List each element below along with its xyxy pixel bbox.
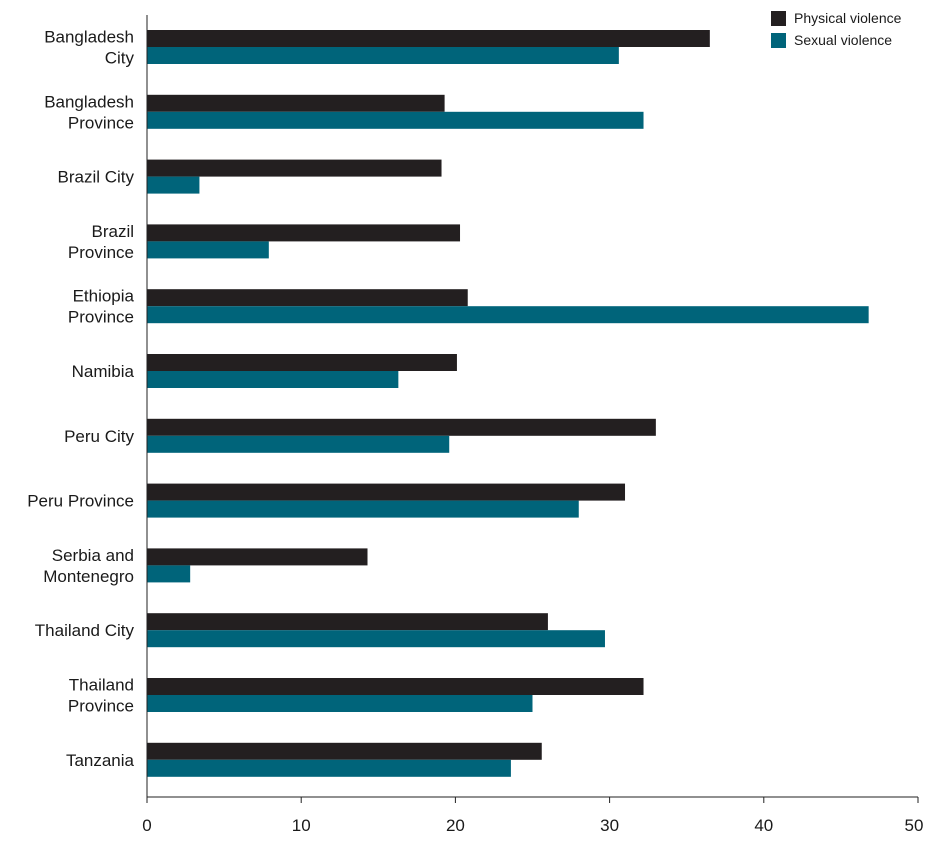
bars-group — [147, 30, 869, 777]
category-label: Province — [68, 697, 134, 716]
bar-sexual-4 — [147, 306, 869, 324]
x-tick-label: 50 — [905, 816, 924, 835]
category-label: Montenegro — [43, 567, 134, 586]
bar-physical-2 — [147, 159, 442, 177]
bar-physical-6 — [147, 418, 656, 436]
category-label: Brazil City — [57, 168, 134, 187]
category-label: Province — [68, 243, 134, 262]
bar-sexual-5 — [147, 371, 399, 388]
x-tick-label: 30 — [600, 816, 619, 835]
category-label: Thailand City — [35, 621, 135, 640]
category-label: Bangladesh — [44, 28, 134, 47]
category-label: Brazil — [91, 222, 134, 241]
bar-sexual-1 — [147, 111, 644, 129]
bar-sexual-8 — [147, 565, 191, 583]
bar-physical-9 — [147, 613, 548, 631]
bar-sexual-2 — [147, 176, 200, 194]
bar-physical-7 — [147, 483, 626, 501]
legend-swatch-physical — [771, 11, 786, 26]
bar-physical-8 — [147, 548, 368, 566]
bar-physical-4 — [147, 289, 468, 307]
category-label: Peru Province — [27, 492, 134, 511]
x-tick-label: 10 — [292, 816, 311, 835]
legend: Physical violence Sexual violence — [771, 10, 902, 48]
legend-label-physical: Physical violence — [794, 10, 902, 26]
category-label: Tanzania — [66, 751, 135, 770]
x-tick-label: 20 — [446, 816, 465, 835]
bar-physical-11 — [147, 742, 542, 760]
bar-sexual-6 — [147, 435, 450, 453]
bar-sexual-7 — [147, 500, 579, 518]
x-tick-label: 40 — [754, 816, 773, 835]
category-label: Province — [68, 113, 134, 132]
legend-swatch-sexual — [771, 33, 786, 48]
category-label: Serbia and — [52, 546, 134, 565]
x-axis-ticks: 0 10 20 30 40 50 — [142, 797, 923, 835]
category-label: Ethiopia — [73, 287, 135, 306]
bar-sexual-11 — [147, 759, 511, 777]
category-label: Peru City — [64, 427, 134, 446]
category-label: Bangladesh — [44, 92, 134, 111]
bar-physical-10 — [147, 678, 644, 695]
bar-sexual-3 — [147, 241, 269, 259]
bar-physical-5 — [147, 354, 457, 371]
category-label: City — [105, 49, 135, 68]
category-labels: Bangladesh City Bangladesh Province Brazil C… — [27, 28, 134, 770]
bar-physical-0 — [147, 30, 710, 47]
legend-label-sexual: Sexual violence — [794, 32, 892, 48]
category-label: Namibia — [72, 362, 135, 381]
bar-sexual-9 — [147, 630, 605, 648]
bar-physical-1 — [147, 94, 445, 112]
bar-sexual-0 — [147, 47, 619, 64]
bar-sexual-10 — [147, 695, 533, 712]
category-label: Thailand — [69, 676, 134, 695]
x-tick-label: 0 — [142, 816, 151, 835]
bar-physical-3 — [147, 224, 461, 242]
category-label: Province — [68, 308, 134, 327]
